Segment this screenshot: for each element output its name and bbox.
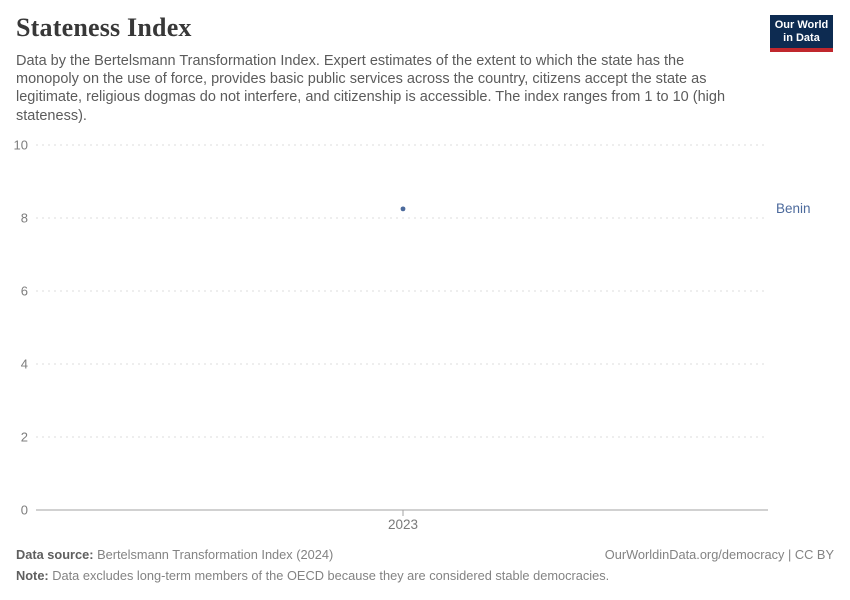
- page-title: Stateness Index: [16, 13, 192, 42]
- owid-url-link[interactable]: OurWorldinData.org/democracy | CC BY: [604, 547, 834, 562]
- y-tick-label: 10: [14, 138, 28, 153]
- owid-logo-line1: Our World: [774, 18, 829, 31]
- entity-label-benin[interactable]: Benin: [776, 200, 811, 216]
- owid-logo[interactable]: Our World in Data: [770, 15, 833, 52]
- x-axis-tick-label: 2023: [387, 517, 419, 532]
- y-tick-label: 4: [21, 357, 28, 372]
- y-tick-label: 6: [21, 284, 28, 299]
- y-tick-label: 2: [21, 430, 28, 445]
- data-source-text: Bertelsmann Transformation Index (2024): [93, 547, 334, 562]
- chart-footer: Data source: Bertelsmann Transformation …: [16, 545, 834, 586]
- data-source-line: Data source: Bertelsmann Transformation …: [16, 545, 333, 566]
- data-point-benin[interactable]: [400, 206, 406, 212]
- y-tick-label: 0: [21, 503, 28, 518]
- note-line: Note: Data excludes long-term members of…: [16, 566, 609, 587]
- data-source-label: Data source:: [16, 547, 94, 562]
- y-tick-label: 8: [21, 211, 28, 226]
- note-label: Note:: [16, 567, 49, 583]
- owid-logo-line2: in Data: [783, 31, 820, 44]
- note-text: Data excludes long-term members of the O…: [48, 567, 610, 583]
- chart-subtitle: Data by the Bertelsmann Transformation I…: [16, 53, 726, 124]
